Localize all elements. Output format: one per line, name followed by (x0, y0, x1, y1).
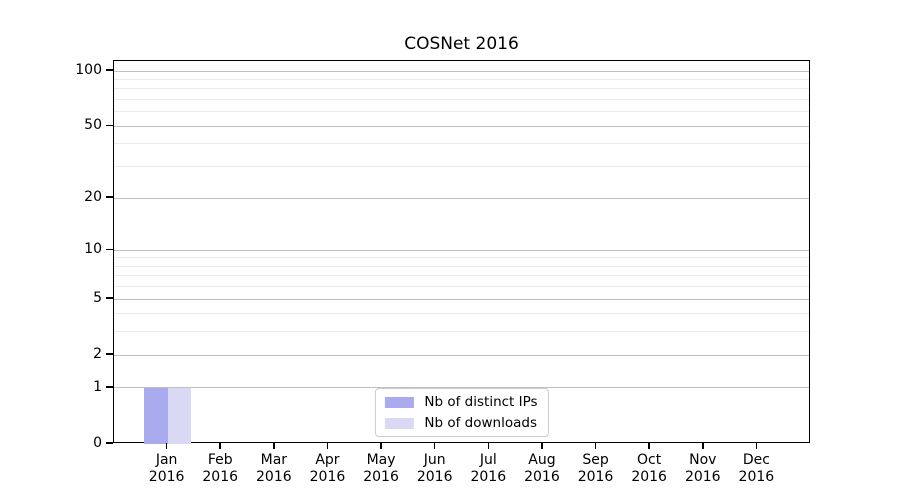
legend-label-distinct-ips: Nb of distinct IPs (424, 394, 538, 410)
y-gridline-major (114, 387, 809, 389)
x-tick (219, 443, 221, 449)
x-tick (755, 443, 758, 449)
y-tick-label: 100 (75, 62, 102, 79)
y-gridline-major (114, 70, 809, 72)
y-gridline-major (114, 197, 809, 199)
x-tick-label: Jul 2016 (470, 452, 507, 485)
y-gridline-minor (114, 286, 809, 288)
y-tick (106, 297, 113, 299)
x-tick (594, 443, 597, 449)
y-gridline-minor (114, 99, 809, 101)
x-tick (433, 443, 436, 449)
y-tick (106, 196, 113, 198)
y-gridline-minor (114, 275, 809, 277)
y-gridline-minor (114, 265, 809, 267)
y-tick-label: 50 (84, 117, 102, 134)
y-gridline-major (114, 354, 809, 356)
y-gridline-major (114, 298, 809, 300)
bar (144, 387, 168, 444)
y-tick-label: 2 (93, 346, 102, 363)
x-tick-label: Jun 2016 (416, 452, 453, 485)
x-tick (326, 443, 329, 449)
y-gridline-minor (114, 79, 809, 81)
legend: Nb of distinct IPs Nb of downloads (374, 388, 549, 437)
x-tick (487, 443, 490, 449)
y-tick-label: 5 (93, 290, 102, 307)
x-tick (273, 443, 275, 449)
chart-title: COSNet 2016 (404, 34, 519, 54)
x-tick-label: Jan 2016 (148, 452, 185, 485)
x-tick-label: May 2016 (363, 452, 399, 485)
y-tick (106, 353, 113, 355)
x-tick-label: Nov 2016 (684, 452, 721, 485)
y-tick-label: 0 (93, 435, 102, 451)
bar (167, 387, 192, 444)
x-tick-label: Oct 2016 (631, 452, 667, 485)
legend-item-downloads: Nb of downloads (384, 415, 537, 431)
x-tick (165, 443, 168, 449)
y-tick (106, 124, 113, 127)
y-tick (106, 248, 113, 251)
x-tick-label: Sep 2016 (577, 452, 614, 485)
y-tick-label: 20 (84, 189, 102, 206)
legend-swatch-distinct-ips (384, 396, 414, 408)
x-tick (541, 443, 543, 449)
y-tick (106, 442, 113, 444)
y-tick (106, 69, 113, 71)
x-tick-label: Feb 2016 (202, 452, 239, 485)
y-tick (106, 386, 113, 388)
y-gridline-major (114, 249, 809, 251)
legend-swatch-downloads (384, 417, 414, 429)
x-tick (648, 443, 650, 449)
x-tick (702, 443, 704, 449)
y-tick-label: 10 (84, 241, 102, 258)
y-gridline-minor (114, 111, 809, 113)
legend-item-distinct-ips: Nb of distinct IPs (384, 394, 538, 410)
y-gridline-minor (114, 166, 809, 168)
x-tick (380, 443, 382, 449)
x-tick-label: Apr 2016 (309, 452, 346, 485)
y-gridline-minor (114, 143, 809, 145)
y-gridline-minor (114, 257, 809, 259)
x-tick-label: Aug 2016 (524, 452, 560, 485)
y-gridline-minor (114, 313, 809, 315)
legend-label-downloads: Nb of downloads (424, 415, 537, 431)
y-gridline-minor (114, 331, 809, 333)
x-tick-label: Mar 2016 (256, 452, 292, 485)
x-tick-label: Dec 2016 (738, 452, 775, 485)
y-gridline-minor (114, 88, 809, 90)
plot-area: Nb of distinct IPs Nb of downloads (113, 60, 810, 444)
y-tick-label: 1 (93, 378, 102, 395)
y-gridline-major (114, 125, 809, 127)
